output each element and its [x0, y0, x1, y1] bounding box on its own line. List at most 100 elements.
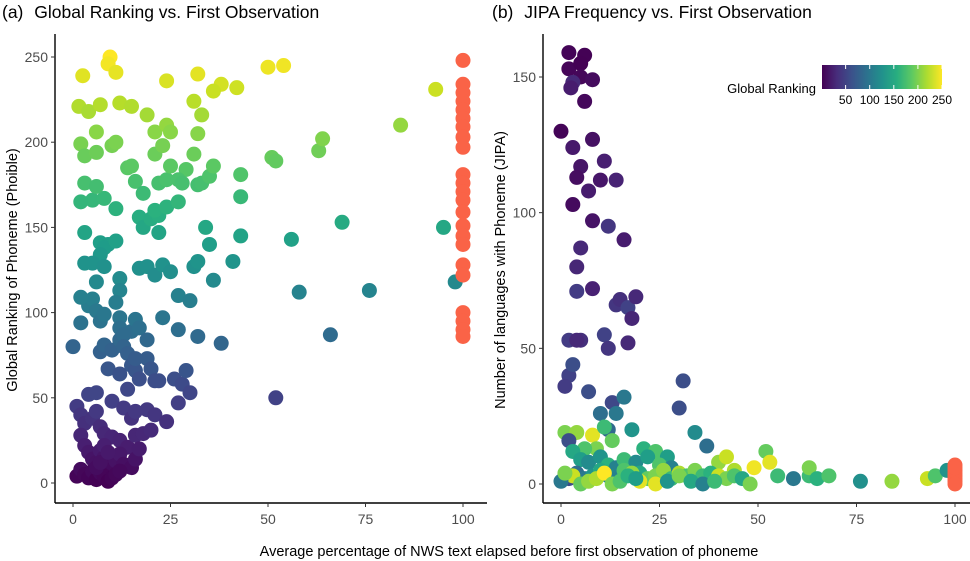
data-point	[202, 236, 217, 252]
data-point	[616, 452, 632, 468]
panel-b-axes: 0 25 50 75 100 0 50 100 150	[513, 34, 970, 527]
data-point	[581, 183, 597, 199]
data-point	[159, 73, 175, 89]
data-point	[81, 104, 97, 120]
data-point	[190, 66, 206, 82]
data-point	[75, 68, 91, 84]
data-point	[163, 264, 178, 280]
data-point	[801, 460, 817, 476]
data-point	[624, 310, 640, 326]
data-point	[268, 390, 284, 406]
data-point	[124, 158, 139, 174]
data-point	[557, 465, 573, 481]
data-point	[108, 233, 124, 249]
data-point	[229, 80, 245, 96]
y-tick-label: 0	[40, 475, 48, 491]
data-point	[96, 259, 112, 275]
data-point	[334, 214, 350, 230]
x-tick-label: 100	[451, 511, 475, 527]
data-point	[73, 136, 89, 152]
data-point	[884, 473, 900, 489]
data-point	[616, 389, 632, 405]
x-tick-label: 25	[163, 511, 179, 527]
y-tick-label: 50	[520, 340, 536, 356]
data-point	[174, 175, 190, 191]
legend-tick-label: 150	[884, 93, 904, 107]
data-point	[159, 172, 175, 188]
data-point	[85, 291, 100, 307]
data-point	[108, 64, 124, 80]
data-point	[648, 476, 664, 492]
data-point	[596, 153, 612, 169]
data-point	[695, 476, 711, 492]
data-point	[147, 202, 163, 218]
data-point	[198, 219, 214, 235]
panel-b-ylabel: Number of languages with Phoneme (JIPA)	[493, 131, 509, 409]
data-point	[600, 218, 616, 234]
data-point	[159, 199, 175, 215]
x-tick-label: 50	[750, 511, 766, 527]
x-tick-label: 50	[260, 511, 276, 527]
data-point	[159, 414, 175, 430]
data-point	[85, 255, 100, 271]
data-point	[561, 61, 577, 77]
x-tick-label: 0	[69, 511, 77, 527]
x-tick-label: 75	[358, 511, 374, 527]
data-point	[88, 274, 104, 290]
data-point	[73, 315, 89, 331]
data-point	[592, 405, 608, 421]
data-point	[163, 124, 178, 140]
data-point	[563, 80, 579, 96]
y-tick-label: 100	[513, 205, 537, 221]
data-point	[361, 282, 377, 298]
data-point	[585, 213, 601, 229]
data-point	[585, 131, 601, 147]
color-legend: Global Ranking 50 100 150 200 250	[727, 65, 952, 107]
data-point	[573, 240, 589, 256]
data-point	[108, 134, 124, 150]
data-point	[205, 83, 221, 99]
data-point	[322, 327, 338, 343]
panel-a-title: (a) Global Ranking vs. First Observation	[2, 2, 319, 22]
data-point	[600, 340, 616, 356]
data-point	[393, 117, 409, 133]
panel-b-title: (b) JIPA Frequency vs. First Observation	[492, 2, 812, 22]
data-point	[283, 231, 299, 247]
data-point	[581, 454, 597, 470]
data-point	[186, 93, 202, 109]
data-point	[577, 93, 593, 109]
data-point	[112, 271, 128, 287]
panel-b-points	[553, 45, 963, 492]
data-point	[151, 225, 167, 241]
data-point	[671, 400, 687, 416]
data-point	[770, 468, 786, 484]
data-point	[762, 454, 778, 470]
data-point	[127, 173, 143, 189]
data-point	[596, 327, 612, 343]
y-tick-label: 250	[25, 49, 49, 65]
panel-a-axes: 0 25 50 75 100 0 50 100 150 200 250	[25, 34, 487, 527]
data-point	[659, 473, 675, 489]
data-point	[131, 441, 147, 457]
highlight-point	[947, 476, 963, 492]
highlight-point	[455, 328, 471, 344]
data-point	[127, 403, 143, 419]
data-point	[155, 310, 171, 326]
data-point	[85, 192, 100, 208]
data-point	[147, 407, 163, 423]
data-point	[112, 463, 128, 479]
data-point	[596, 419, 612, 435]
highlight-point	[455, 204, 471, 220]
data-point	[96, 306, 112, 322]
data-point	[213, 335, 229, 351]
data-point	[746, 460, 762, 476]
data-point	[155, 138, 171, 154]
highlight-point	[455, 192, 471, 208]
x-tick-label: 75	[849, 511, 865, 527]
data-point	[311, 143, 327, 159]
data-point	[88, 124, 104, 140]
data-point	[139, 332, 155, 348]
data-point	[92, 97, 108, 113]
x-tick-label: 0	[557, 511, 565, 527]
